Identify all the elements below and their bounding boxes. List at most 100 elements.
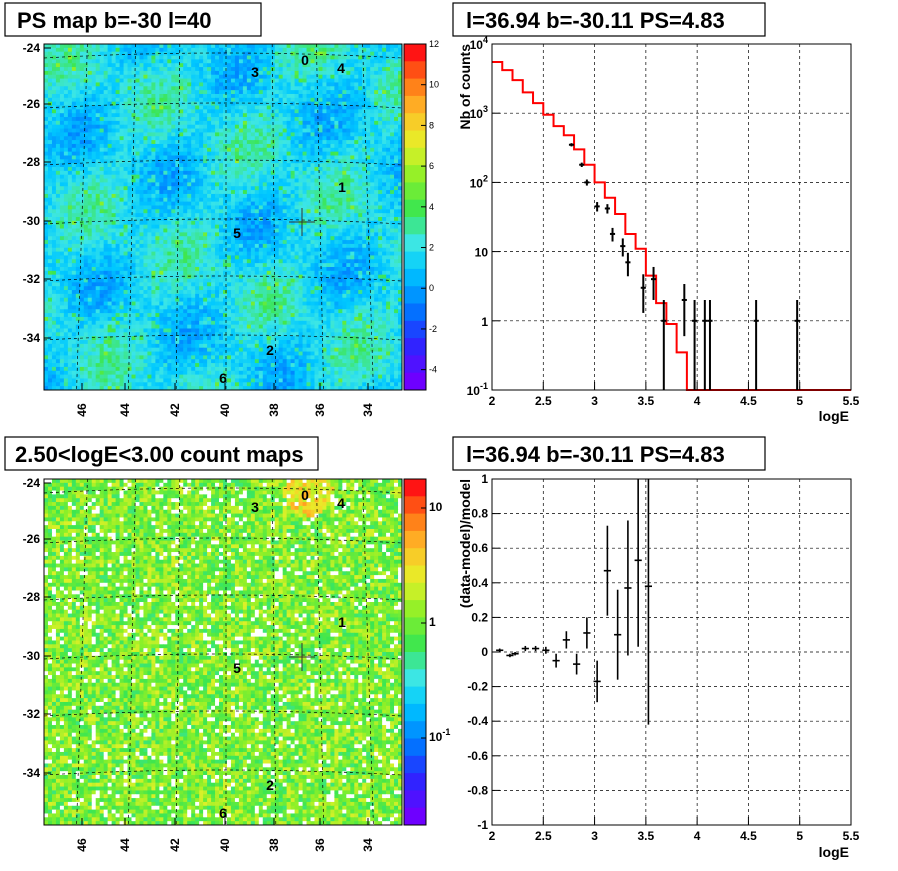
heatmap-cell bbox=[390, 113, 395, 118]
heatmap-cell bbox=[151, 136, 156, 141]
heatmap-cell bbox=[147, 155, 152, 160]
heatmap-cell bbox=[115, 163, 121, 168]
heatmap-cell bbox=[47, 59, 53, 64]
heatmap-cell bbox=[111, 224, 117, 230]
heatmap-cell bbox=[119, 86, 125, 91]
heatmap-cell bbox=[390, 213, 395, 218]
heatmap-cell bbox=[155, 205, 160, 210]
heatmap-cell bbox=[167, 120, 172, 126]
heatmap-cell bbox=[398, 163, 402, 168]
heatmap-cell bbox=[374, 159, 379, 164]
heatmap-cell bbox=[230, 74, 236, 80]
heatmap-cell bbox=[366, 63, 371, 68]
heatmap-cell bbox=[187, 74, 192, 80]
heatmap-cell bbox=[175, 251, 180, 256]
heatmap-cell bbox=[234, 236, 240, 241]
heatmap-cell bbox=[374, 140, 379, 145]
heatmap-cell bbox=[107, 132, 113, 137]
heatmap-cell bbox=[250, 220, 256, 226]
heatmap-cell bbox=[386, 59, 391, 64]
heatmap-cell bbox=[374, 97, 379, 103]
heatmap-cell bbox=[51, 74, 57, 80]
heatmap-cell bbox=[155, 117, 160, 122]
heatmap-cell bbox=[358, 105, 363, 110]
heatmap-cell bbox=[163, 159, 168, 164]
heatmap-cell bbox=[314, 59, 319, 64]
heatmap-cell bbox=[103, 86, 109, 91]
heatmap-cell bbox=[274, 136, 280, 141]
heatmap-cell bbox=[211, 105, 216, 110]
heatmap-cell bbox=[59, 117, 65, 122]
heatmap-cell bbox=[115, 217, 121, 222]
heatmap-cell bbox=[159, 232, 164, 237]
heatmap-cell bbox=[171, 170, 176, 176]
heatmap-cell bbox=[131, 44, 136, 49]
heatmap-cell bbox=[246, 159, 252, 164]
heatmap-cell bbox=[362, 247, 367, 253]
heatmap-cell bbox=[238, 159, 244, 164]
heatmap-cell bbox=[171, 67, 176, 72]
heatmap-cell bbox=[234, 224, 240, 230]
heatmap-cell bbox=[167, 105, 172, 110]
heatmap-cell bbox=[199, 93, 204, 99]
heatmap-cell bbox=[199, 178, 204, 183]
heatmap-cell bbox=[286, 51, 292, 57]
heatmap-cell bbox=[195, 147, 200, 153]
heatmap-cell bbox=[111, 190, 117, 195]
heatmap-cell bbox=[318, 163, 323, 168]
heatmap-cell bbox=[219, 120, 224, 126]
heatmap-cell bbox=[342, 167, 347, 172]
heatmap-cell bbox=[366, 113, 371, 118]
heatmap-cell bbox=[175, 232, 180, 237]
heatmap-cell bbox=[51, 232, 57, 237]
heatmap-cell bbox=[342, 47, 347, 53]
heatmap-cell bbox=[394, 132, 399, 137]
heatmap-cell bbox=[362, 159, 367, 164]
heatmap-cell bbox=[310, 143, 315, 149]
heatmap-cell bbox=[398, 159, 402, 164]
heatmap-cell bbox=[223, 178, 228, 183]
heatmap-cell bbox=[131, 67, 136, 72]
heatmap-cell bbox=[71, 136, 77, 141]
heatmap-cell bbox=[342, 247, 347, 253]
heatmap-cell bbox=[207, 186, 212, 191]
heatmap-cell bbox=[374, 243, 379, 249]
heatmap-cell bbox=[346, 86, 351, 91]
heatmap-cell bbox=[246, 213, 252, 218]
heatmap-cell bbox=[350, 182, 355, 187]
heatmap-cell bbox=[215, 78, 220, 83]
heatmap-cell bbox=[398, 190, 402, 195]
heatmap-cell bbox=[159, 159, 164, 164]
heatmap-cell bbox=[195, 70, 200, 76]
heatmap-cell bbox=[151, 105, 156, 110]
heatmap-cell bbox=[298, 174, 304, 180]
heatmap-cell bbox=[143, 93, 148, 99]
heatmap-cell bbox=[51, 105, 57, 110]
heatmap-cell bbox=[215, 255, 220, 260]
heatmap-cell bbox=[318, 217, 323, 222]
heatmap-cell bbox=[370, 151, 375, 156]
heatmap-cell bbox=[87, 163, 93, 168]
heatmap-cell bbox=[286, 190, 292, 195]
heatmap-cell bbox=[294, 47, 300, 53]
heatmap-cell bbox=[238, 101, 244, 107]
heatmap-cell bbox=[219, 74, 224, 80]
heatmap-cell bbox=[366, 78, 371, 83]
heatmap-cell bbox=[286, 182, 292, 187]
heatmap-cell bbox=[107, 232, 113, 237]
heatmap-cell bbox=[246, 224, 252, 230]
heatmap-cell bbox=[119, 224, 125, 230]
heatmap-cell bbox=[207, 113, 212, 118]
heatmap-cell bbox=[147, 255, 152, 260]
heatmap-cell bbox=[99, 147, 105, 153]
heatmap-cell bbox=[107, 47, 113, 53]
heatmap-cell bbox=[87, 236, 93, 241]
heatmap-cell bbox=[230, 78, 236, 83]
heatmap-cell bbox=[322, 67, 327, 72]
heatmap-cell bbox=[338, 101, 343, 107]
heatmap-cell bbox=[155, 124, 160, 130]
heatmap-cell bbox=[71, 74, 77, 80]
heatmap-cell bbox=[346, 51, 351, 57]
heatmap-cell bbox=[51, 82, 57, 87]
heatmap-cell bbox=[386, 90, 391, 95]
